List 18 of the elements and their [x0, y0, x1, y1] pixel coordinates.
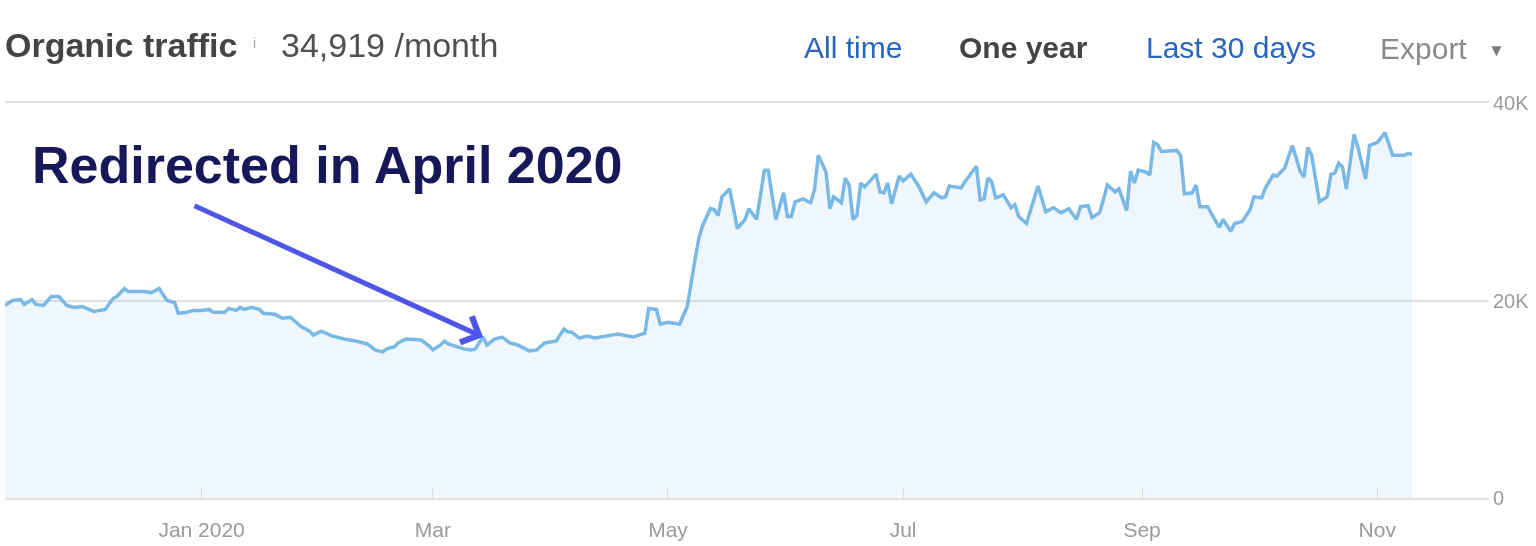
x-tick-label: May [648, 518, 689, 542]
chart-title: Organic traffic [5, 25, 238, 64]
text: Export [1380, 32, 1468, 65]
x-tick-label: Sep [1123, 518, 1161, 542]
x-tick-label: Jan 2020 [158, 518, 245, 542]
chart-subtitle: 34,919 /month [281, 26, 499, 64]
x-tick-label: Jul [889, 518, 917, 542]
y-tick-label: 40K [1493, 92, 1530, 114]
annotation: Redirected in April 2020 [32, 136, 623, 194]
text: One year [959, 31, 1088, 64]
text: ▼ [1488, 41, 1505, 60]
x-tick-label: Nov [1358, 518, 1397, 542]
x-tick-label: Mar [414, 518, 451, 542]
text: All time [804, 31, 903, 64]
text: i [253, 35, 257, 51]
y-tick-label: 20K [1493, 289, 1530, 312]
text: Last 30 days [1146, 31, 1317, 64]
y-tick-label: 0 [1493, 487, 1505, 509]
